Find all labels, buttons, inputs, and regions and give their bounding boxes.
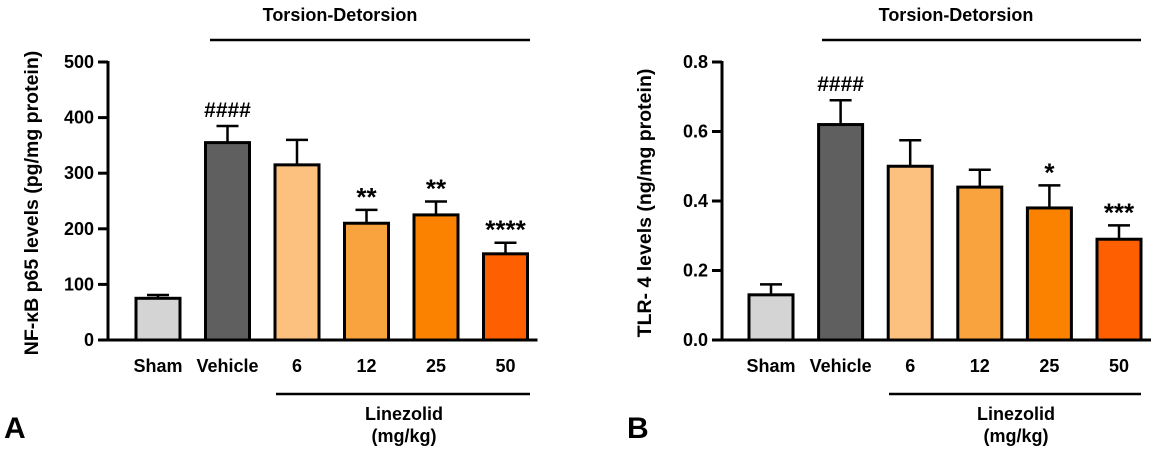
- y-tick-label: 0.0: [683, 330, 708, 350]
- x-tick-label: 50: [1109, 356, 1129, 376]
- panel-label: B: [627, 412, 649, 445]
- bottom-bracket-label: Linezolid: [365, 404, 443, 424]
- top-bracket-label: Torsion-Detorsion: [879, 5, 1034, 25]
- y-tick-label: 0.6: [683, 122, 708, 142]
- bar-50: [1095, 237, 1143, 342]
- bottom-bracket-unit: (mg/kg): [372, 426, 437, 446]
- x-tick-label: Vehicle: [810, 356, 872, 376]
- x-tick-label: Sham: [746, 356, 795, 376]
- x-tick-label: Sham: [133, 356, 182, 376]
- significance-label: ****: [485, 215, 526, 245]
- y-tick-label: 500: [64, 52, 94, 72]
- x-tick-label: 25: [1039, 356, 1059, 376]
- x-tick-label: 12: [970, 356, 990, 376]
- bar-6: [886, 164, 934, 342]
- bar-25: [1025, 206, 1073, 342]
- bar-12: [343, 221, 390, 342]
- significance-label: ####: [817, 73, 864, 96]
- y-tick-label: 100: [64, 274, 94, 294]
- significance-label: *: [1044, 157, 1055, 187]
- bar-50: [482, 252, 529, 342]
- x-tick-label: 6: [905, 356, 915, 376]
- y-tick-label: 300: [64, 163, 94, 183]
- x-tick-label: 12: [356, 356, 376, 376]
- y-axis-label: TLR- 4 levels (ng/mg protein): [634, 69, 656, 338]
- y-tick-label: 0.8: [683, 52, 708, 72]
- chart-panel-a: 0 100 200 300 400 500 NF-κB p65 levels (pg/mg …: [4, 5, 538, 446]
- y-tick-label: 0.2: [683, 261, 708, 281]
- top-bracket-label: Torsion-Detorsion: [263, 5, 418, 25]
- y-axis-label: NF-κB p65 levels (pg/mg protein): [21, 51, 43, 356]
- bar-12: [956, 185, 1004, 342]
- y-tick-label: 200: [64, 219, 94, 239]
- chart-panel-b: 0.0 0.2 0.4 0.6 0.8 TLR- 4 levels (ng/mg prot…: [627, 5, 1151, 446]
- x-tick-label: 25: [426, 356, 446, 376]
- significance-label: **: [426, 174, 447, 204]
- bottom-bracket-unit: (mg/kg): [984, 426, 1049, 446]
- significance-label: ***: [1104, 197, 1135, 227]
- y-tick-label: 0: [84, 330, 94, 350]
- bar-sham: [134, 296, 182, 342]
- bottom-bracket-label: Linezolid: [977, 404, 1055, 424]
- x-tick-label: 50: [495, 356, 515, 376]
- bar-sham: [747, 293, 795, 342]
- x-tick-label: 6: [292, 356, 302, 376]
- significance-label: **: [356, 182, 377, 212]
- bar-25: [412, 213, 460, 342]
- panel-label: A: [4, 412, 26, 445]
- x-tick-label: Vehicle: [196, 356, 258, 376]
- bar-vehicle: [204, 141, 251, 342]
- y-tick-label: 0.4: [683, 191, 708, 211]
- significance-label: ####: [204, 99, 251, 122]
- bar-6: [273, 163, 321, 342]
- y-tick-label: 400: [64, 108, 94, 128]
- bar-vehicle: [817, 123, 865, 342]
